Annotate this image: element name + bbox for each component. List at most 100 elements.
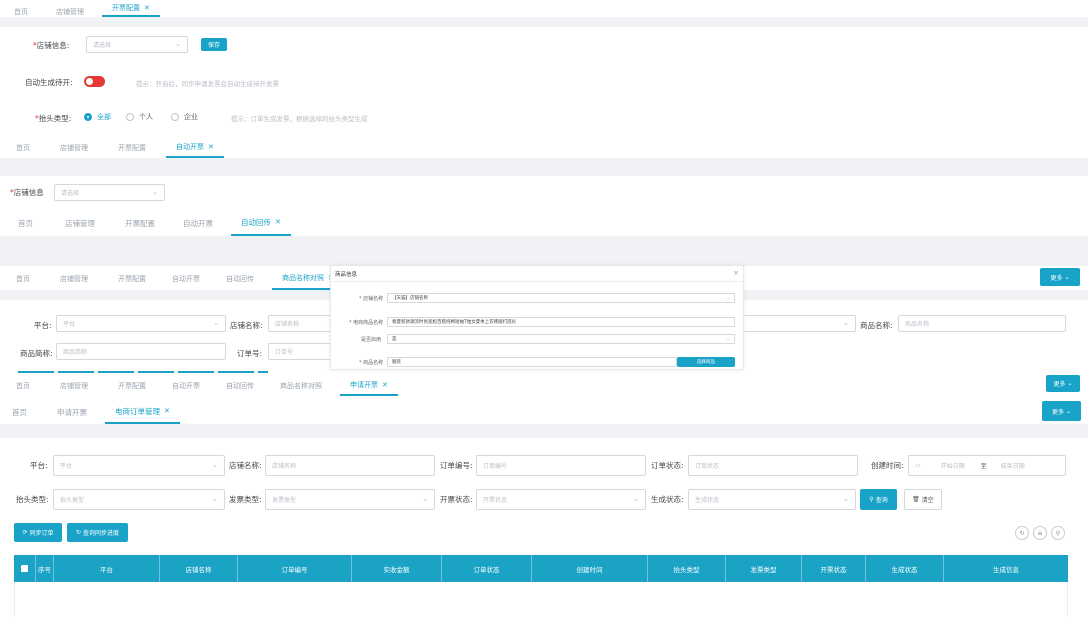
radio-company[interactable]: 企业 [171,112,198,122]
goods-abbr-input[interactable]: 商品简称 [56,343,226,360]
choose-goods-button[interactable]: 选择商品 [677,357,735,367]
ecommerce-goods-input[interactable]: 春夏新款潮流时尚宽松百搭纯棉短袖T恤女夏季上衣韩版打底衫 [387,317,735,327]
platform-select[interactable]: 平台 ⌄ [56,315,226,332]
tab-auto-invoice[interactable]: 自动开票 [172,275,200,283]
auto-generate-toggle[interactable] [84,76,105,87]
enabled-label: 是否启用 [361,337,382,343]
invoice-status-select[interactable]: 开票状态 ⌄ [476,489,646,510]
chevron-down-icon: ⌄ [175,40,181,48]
tab-shop-manage[interactable]: 店铺管理 [65,218,95,228]
refresh-icon[interactable]: ↻ [1015,526,1029,540]
more-button[interactable]: 更多 ⌄ [1046,375,1080,392]
order-no-input[interactable]: 订单编号 [476,455,646,476]
goods-name-input[interactable]: 服装 [387,357,677,367]
tab-home[interactable]: 首页 [16,382,30,390]
shop-select-2[interactable]: 请选择 ⌄ [54,184,165,201]
tab-home[interactable]: 首页 [16,144,30,152]
shop-name-label: 店铺名称: [230,321,263,330]
radio-all[interactable]: 全部 [84,112,111,122]
column-header: 序号 [36,555,54,582]
tab-auto-return[interactable]: 自动回传 [226,275,254,283]
goods-name-label: * 商品名称 [359,360,384,366]
tab-invoice-config[interactable]: 开票配置 ✕ [102,0,160,17]
tab-goods-mapping[interactable]: 商品名称对照 [280,382,322,390]
radio-personal[interactable]: 个人 [126,112,153,122]
order-status-label: 订单状态: [651,461,684,470]
columns-icon[interactable]: ≡ [1033,526,1047,540]
tab-invoice-config[interactable]: 开票配置 [125,218,155,228]
table-body [14,582,1068,617]
tab-apply-invoice[interactable]: 申请开票 [57,407,87,417]
close-icon[interactable]: ✕ [164,407,170,415]
chevron-down-icon: ⌄ [422,495,428,503]
tab-shop-manage[interactable]: 店铺管理 [60,382,88,390]
search-icon[interactable]: ⚲ [1051,526,1065,540]
save-button[interactable]: 保存 [201,38,227,51]
order-no-input[interactable]: 订单号 [268,343,332,360]
date-range-picker[interactable]: ▭ 开始日期 至 结束日期 [908,455,1066,476]
reset-button[interactable]: 🗑 清空 [904,489,942,510]
more-button[interactable]: 更多 ⌄ [1042,401,1081,421]
tab-apply-invoice[interactable]: 申请开票 ✕ [340,376,398,396]
shop-name-input[interactable]: 店铺名称 [265,455,435,476]
column-header: 开票状态 [802,555,866,582]
tab-ecommerce-orders[interactable]: 电商订单管理 ✕ [105,400,180,424]
query-sync-progress-button[interactable]: ↻ 查询同步进度 [67,523,128,542]
tab-shop-manage[interactable]: 店铺管理 [60,275,88,283]
invoice-status-label: 开票状态: [440,495,473,504]
search-icon: ⚲ [869,496,874,503]
tab-home[interactable]: 首页 [18,218,33,228]
chevron-down-icon: ⌄ [633,495,639,503]
shop-select[interactable]: 请选择 ⌄ [86,36,188,53]
tab-invoice-config[interactable]: 开票配置 [118,275,146,283]
select-all-checkbox[interactable] [14,555,36,582]
close-icon[interactable]: × [733,269,739,277]
platform-select[interactable]: 平台 ⌄ [53,455,225,476]
tab-home[interactable]: 首页 [16,275,30,283]
tab-shop-manage[interactable]: 店铺管理 [60,144,88,152]
enabled-select[interactable]: 是 ⌄ [387,334,735,344]
column-header: 抬头类型 [648,555,726,582]
gen-status-label: 生成状态: [651,495,684,504]
trash-icon: 🗑 [912,496,920,503]
order-status-select[interactable]: 订单状态 [688,455,858,476]
tab-auto-invoice[interactable]: 自动开票 [172,382,200,390]
tab-auto-invoice[interactable]: 自动开票 ✕ [166,138,224,158]
more-button[interactable]: 更多 ⌄ [1040,268,1080,286]
shop-info-label-2: *店铺信息 [10,188,44,197]
goods-name-input[interactable]: 商品名称 [898,315,1066,332]
title-hint: 提示：订单生成发票，根据选择的抬头类型生成 [231,115,368,123]
tab-home[interactable]: 首页 [12,407,27,417]
tab-shop-manage[interactable]: 店铺管理 [56,8,84,16]
tab-bar-2: 首页 店铺管理 开票配置 自动开票 ✕ [0,138,1088,158]
tab-auto-return[interactable]: 自动回传 ✕ [231,210,291,236]
divider [0,158,1088,176]
shop-name-input[interactable]: 店铺名称 [268,315,332,332]
sync-icon: ⟳ [22,529,28,536]
close-icon[interactable]: ✕ [144,3,150,12]
invoice-type-select[interactable]: 发票类型 ⌄ [265,489,435,510]
tab-invoice-config[interactable]: 开票配置 [118,144,146,152]
tab-bar-5: 首页 店铺管理 开票配置 自动开票 自动回传 商品名称对照 申请开票 ✕ [0,376,1088,396]
search-button[interactable]: ⚲ 查询 [860,489,897,510]
shop-info-label: *店铺信息: [33,41,70,50]
tab-invoice-config[interactable]: 开票配置 [118,382,146,390]
close-icon[interactable]: ✕ [208,143,214,151]
sync-orders-button[interactable]: ⟳ 同步订单 [14,523,62,542]
select-tail[interactable]: ⌄ [744,315,856,332]
gen-status-select[interactable]: 生成状态 ⌄ [688,489,856,510]
close-icon[interactable]: ✕ [275,218,281,226]
platform-label: 平台: [30,461,48,470]
close-icon[interactable]: ✕ [382,381,388,389]
chevron-down-icon: ⌄ [1064,273,1070,281]
column-header: 发票类型 [726,555,802,582]
tab-auto-invoice[interactable]: 自动开票 [183,218,213,228]
tab-auto-return[interactable]: 自动回传 [226,382,254,390]
platform-label: 平台: [34,321,52,330]
column-header: 订单编号 [238,555,352,582]
chevron-down-icon: ⌄ [726,295,730,301]
shop-name-select[interactable]: 【天猫】店铺名称 ⌄ [387,293,735,303]
ecommerce-goods-label: * 电商商品名称 [349,320,384,326]
title-type-select[interactable]: 抬头类型 ⌄ [53,489,225,510]
tab-home[interactable]: 首页 [14,8,28,16]
